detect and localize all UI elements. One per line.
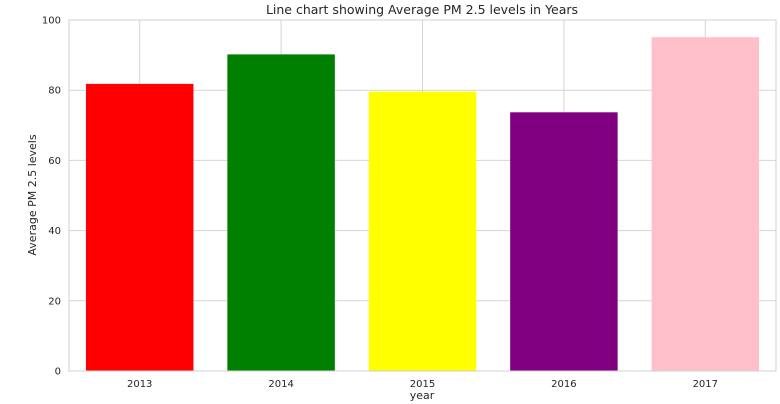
bar-2015 (368, 91, 477, 371)
y-tick-label: 80 (48, 86, 61, 97)
y-tick-label: 60 (48, 156, 61, 167)
bar-2013 (85, 83, 194, 371)
y-axis-ticks: 0 20 40 60 80 100 (42, 16, 61, 378)
x-axis-ticks: 2013 2014 2015 2016 2017 (127, 379, 718, 390)
bars (85, 37, 760, 372)
chart-title: Line chart showing Average PM 2.5 levels… (266, 2, 578, 17)
y-axis-label: Average PM 2.5 levels (26, 134, 39, 255)
y-tick-label: 40 (48, 226, 61, 237)
x-tick-label: 2016 (551, 379, 576, 390)
x-tick-label: 2017 (693, 379, 718, 390)
bar-2014 (227, 54, 335, 371)
bar-2017 (651, 37, 760, 371)
plot-frame (68, 19, 777, 372)
x-tick-label: 2013 (127, 379, 152, 390)
bar-2016 (510, 112, 618, 372)
y-tick-label: 100 (42, 16, 61, 27)
plot-area (68, 19, 777, 372)
y-tick-label: 20 (48, 296, 61, 307)
x-tick-label: 2015 (410, 379, 435, 390)
x-axis-label: year (410, 389, 435, 402)
y-tick-label: 0 (55, 367, 61, 378)
x-tick-label: 2014 (268, 379, 293, 390)
